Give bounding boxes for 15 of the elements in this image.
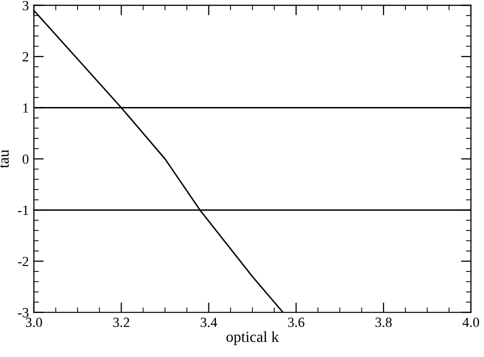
y-tick-label: -1 bbox=[18, 206, 28, 215]
x-tick-label: 3.0 bbox=[26, 318, 42, 328]
x-axis-title: optical k bbox=[226, 331, 279, 346]
y-axis-title: tau bbox=[0, 150, 9, 168]
y-tick-label: -3 bbox=[18, 308, 28, 318]
x-tick-label: 3.8 bbox=[376, 318, 392, 328]
x-tick-label: 3.4 bbox=[200, 318, 218, 328]
y-tick-label: 0 bbox=[22, 154, 28, 164]
x-tick-label: 4.0 bbox=[462, 318, 480, 328]
y-tick-label: -2 bbox=[18, 256, 28, 266]
x-tick-label: 3.6 bbox=[288, 318, 304, 328]
y-tick-label: 2 bbox=[22, 52, 28, 62]
y-tick-label: 3 bbox=[22, 0, 28, 10]
x-tick-label: 3.2 bbox=[113, 318, 130, 328]
y-tick-label: 1 bbox=[23, 103, 28, 113]
